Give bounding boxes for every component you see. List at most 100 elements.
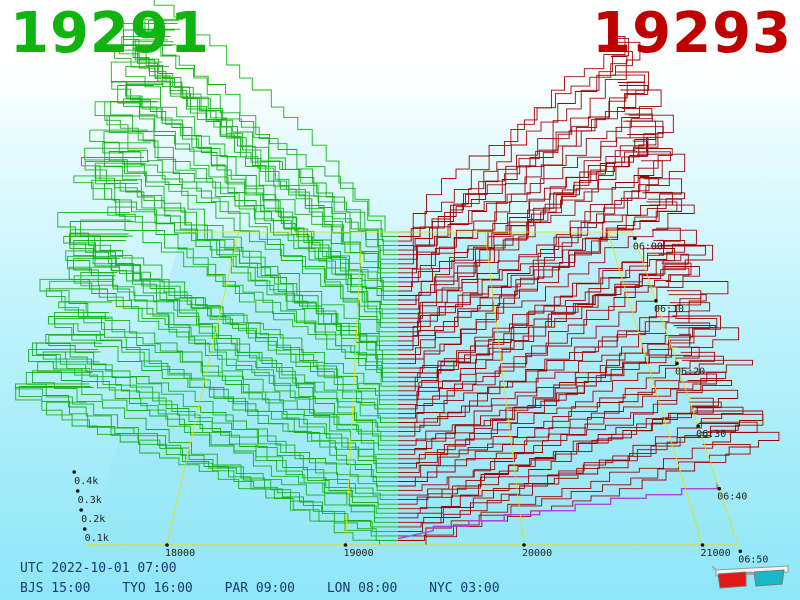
- bid-depth-line: [144, 18, 398, 233]
- bid-depth-line: [125, 66, 398, 278]
- ask-depth-line: [397, 325, 717, 451]
- ask-depth-line: [397, 253, 689, 401]
- ask-depth-line: [397, 380, 732, 496]
- ask-depth-line: [397, 160, 663, 342]
- clock-lon: LON 08:00: [326, 581, 398, 596]
- depth-curves: [15, 0, 780, 546]
- x-tick-mark: [522, 543, 526, 547]
- time-tick-mark: [675, 361, 679, 366]
- bid-depth-line: [45, 333, 398, 487]
- x-grid-line: [607, 231, 703, 546]
- ask-depth-line: [397, 443, 751, 546]
- ask-depth-line: [397, 113, 653, 287]
- x-grid-line: [166, 231, 239, 546]
- clock-par: PAR 09:00: [224, 581, 296, 596]
- x-tick-label: 20000: [522, 548, 552, 559]
- ask-depth-line: [397, 204, 695, 369]
- ask-depth-line: [397, 56, 628, 242]
- bid-price: 19291: [10, 1, 210, 66]
- depth-tick-label: 0.4k: [74, 476, 98, 487]
- x-tick-mark: [165, 543, 169, 547]
- bid-depth-line: [25, 371, 398, 528]
- bid-depth-line: [80, 219, 398, 401]
- ask-depth-line: [397, 41, 641, 237]
- bid-depth-line: [121, 36, 398, 274]
- bid-depth-line: [134, 39, 398, 283]
- bid-depth-line: [48, 334, 398, 492]
- time-tick-label: 06:40: [717, 492, 747, 503]
- bid-depth-line: [110, 100, 398, 319]
- ask-depth-line: [397, 134, 657, 296]
- ask-depth-line: [397, 294, 707, 433]
- bid-depth-line: [94, 101, 398, 324]
- depth-tick-mark: [79, 508, 83, 512]
- 3d-glasses-icon[interactable]: [712, 560, 792, 592]
- world-clocks: BJS 15:00 TYO 16:00 PAR 09:00 LON 08:00 …: [20, 582, 524, 595]
- ask-depth-line: [397, 107, 653, 278]
- ask-depth-line: [397, 355, 724, 482]
- ask-depth-line: [397, 413, 764, 528]
- ask-depth-line: [397, 266, 700, 419]
- bid-depth-line: [108, 151, 398, 374]
- time-tick-mark: [738, 549, 743, 554]
- bid-depth-line: [102, 142, 398, 337]
- ask-depth-line: [397, 410, 764, 519]
- x-tick-label: 18000: [165, 548, 195, 559]
- bid-depth-line: [110, 61, 398, 301]
- ask-depth-line: [397, 198, 683, 365]
- ask-depth-line: [397, 373, 717, 487]
- bid-depth-line: [95, 165, 398, 365]
- bid-depth-line: [80, 271, 398, 446]
- ask-depth-line: [397, 315, 721, 446]
- bid-depth-line: [148, 20, 398, 247]
- bid-depth-line: [18, 386, 398, 532]
- ask-depth-line: [397, 51, 633, 251]
- bid-depth-line: [91, 179, 398, 383]
- ask-depth-line: [397, 244, 714, 405]
- ask-depth-line: [397, 406, 744, 514]
- x-grid-line: [345, 231, 363, 546]
- bid-depth-line: [123, 29, 398, 260]
- ask-depth-line: [397, 239, 664, 396]
- ask-depth-line: [397, 120, 657, 292]
- time-tick-label: 06:10: [654, 304, 684, 315]
- bid-depth-line: [104, 182, 398, 378]
- bid-depth-line: [123, 98, 398, 306]
- ask-depth-line: [397, 229, 697, 378]
- x-tick-label: 19000: [344, 548, 374, 559]
- ask-depth-line: [397, 318, 718, 455]
- depth-tick-label: 0.2k: [81, 514, 105, 525]
- x-tick-mark: [700, 543, 705, 547]
- utc-time: UTC 2022-10-01 07:00: [20, 561, 177, 576]
- time-tick-label: 06:00: [633, 241, 663, 252]
- depth-tick-label: 0.1k: [85, 533, 109, 544]
- clock-bjs: BJS 15:00: [20, 581, 91, 596]
- bid-depth-line: [94, 162, 398, 355]
- bid-depth-line: [73, 275, 398, 451]
- bid-depth-line: [80, 157, 398, 360]
- depth-tick-mark: [75, 489, 80, 493]
- ask-depth-line: [397, 151, 671, 319]
- bid-depth-line: [132, 41, 398, 265]
- bid-depth-line: [47, 316, 398, 482]
- bid-depth-line: [58, 301, 398, 464]
- axis-labels: 18000 19000 20000 21000 06:00 06:10 06:20 06:30…: [72, 236, 768, 565]
- bid-depth-line: [153, 0, 398, 237]
- ask-depth-line: [397, 389, 739, 510]
- time-tick-label: 06:30: [696, 429, 726, 440]
- time-tick-mark: [717, 486, 722, 491]
- ask-depth-line: [397, 89, 662, 274]
- ask-depth-line: [397, 176, 650, 337]
- bid-depth-line: [117, 85, 398, 328]
- ask-depth-line: [397, 227, 681, 392]
- time-tick-label: 06:50: [738, 554, 768, 565]
- ask-depth-line: [397, 431, 780, 541]
- ask-depth-line: [397, 267, 690, 414]
- clock-tyo: TYO 16:00: [122, 581, 193, 596]
- ask-depth-line: [397, 290, 702, 428]
- bid-depth-line: [64, 351, 398, 501]
- bid-depth-line: [106, 115, 398, 315]
- clock-nyc: NYC 03:00: [429, 581, 500, 596]
- bid-depth-line: [125, 83, 398, 296]
